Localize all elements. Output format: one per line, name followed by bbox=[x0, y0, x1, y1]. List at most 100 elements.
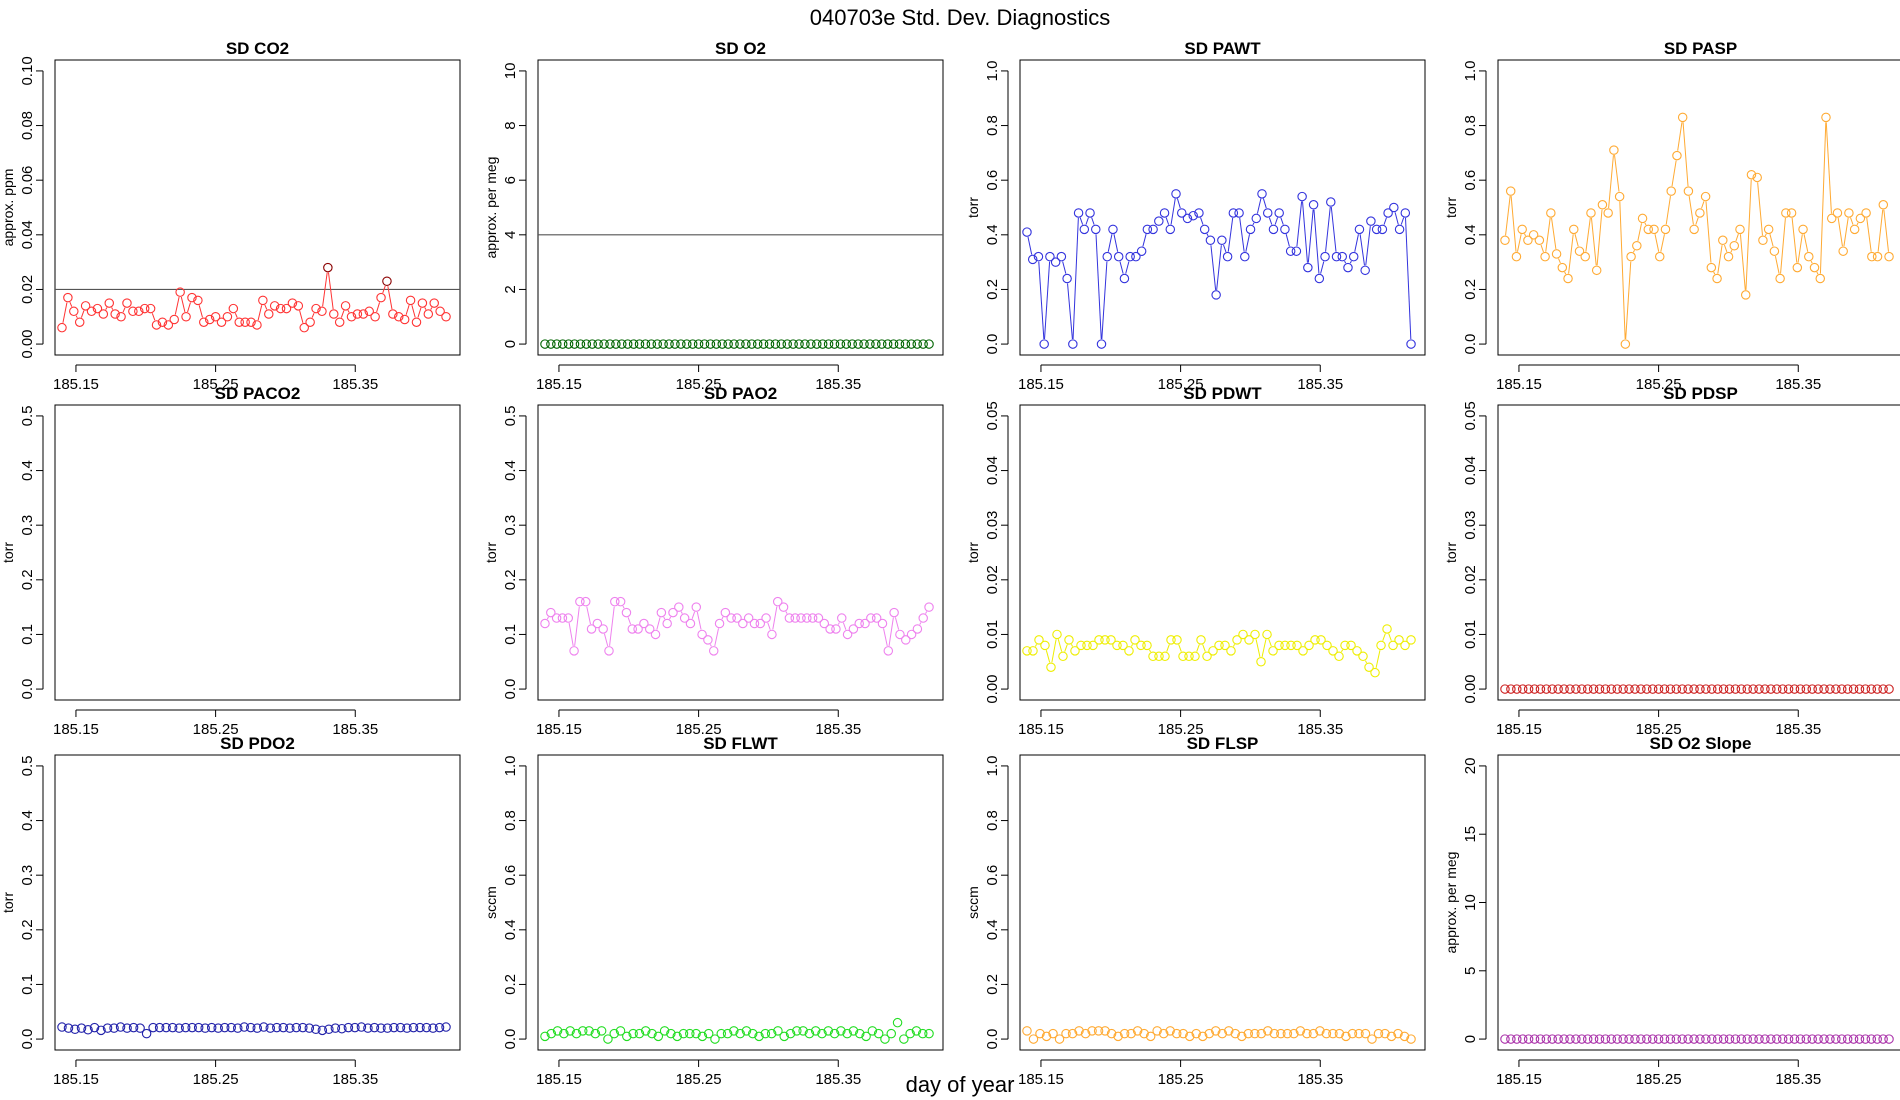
data-point bbox=[1328, 646, 1338, 656]
data-point bbox=[395, 1022, 406, 1033]
data-point bbox=[831, 624, 841, 634]
data-point bbox=[423, 309, 434, 319]
series-segment bbox=[1252, 222, 1255, 226]
data-point bbox=[1529, 684, 1540, 694]
x-tick-label: 185.35 bbox=[1297, 721, 1343, 738]
data-point bbox=[1308, 200, 1319, 210]
data-point bbox=[1807, 684, 1817, 694]
y-tick-label: 0.02 bbox=[984, 565, 1001, 594]
y-axis-label: approx. per meg bbox=[483, 157, 499, 259]
data-point bbox=[766, 1028, 777, 1039]
data-point bbox=[1269, 1028, 1280, 1039]
data-point bbox=[1565, 684, 1575, 694]
data-point bbox=[1798, 224, 1808, 235]
data-point bbox=[1237, 1031, 1247, 1042]
data-point bbox=[122, 1023, 132, 1033]
data-point bbox=[1182, 213, 1193, 224]
series-segment bbox=[1085, 217, 1089, 225]
data-point bbox=[640, 1026, 651, 1036]
data-point bbox=[1394, 635, 1404, 645]
data-point bbox=[754, 1031, 764, 1042]
series-segment bbox=[1856, 222, 1859, 226]
series-segment bbox=[772, 606, 778, 630]
data-point bbox=[1695, 1034, 1705, 1044]
series-segment bbox=[387, 286, 393, 310]
series-segment bbox=[257, 305, 263, 321]
data-point bbox=[199, 317, 209, 327]
series-segment bbox=[1810, 260, 1813, 264]
series-segment bbox=[1682, 122, 1689, 187]
data-point bbox=[1606, 684, 1617, 694]
data-point bbox=[1082, 640, 1092, 651]
data-point bbox=[1742, 1034, 1752, 1044]
data-point bbox=[1100, 1026, 1110, 1036]
data-point bbox=[1559, 1034, 1569, 1044]
data-point bbox=[1366, 216, 1376, 226]
data-point bbox=[76, 1023, 87, 1033]
data-point bbox=[1541, 1034, 1552, 1044]
data-point bbox=[569, 339, 580, 349]
data-point bbox=[752, 339, 763, 349]
data-point bbox=[1295, 1026, 1306, 1036]
x-tick-label: 185.15 bbox=[536, 721, 582, 738]
data-point bbox=[912, 339, 922, 349]
series-segment bbox=[1223, 244, 1227, 253]
data-point bbox=[1819, 684, 1829, 694]
data-point bbox=[1188, 210, 1198, 221]
series-segment bbox=[1027, 236, 1033, 255]
data-point bbox=[1718, 1034, 1729, 1044]
series-segment bbox=[1713, 271, 1716, 275]
data-point bbox=[788, 339, 798, 349]
data-point bbox=[1649, 224, 1659, 235]
series-segment bbox=[609, 606, 615, 646]
data-point bbox=[1517, 684, 1528, 694]
series-segment bbox=[1070, 644, 1074, 647]
data-point bbox=[1139, 1028, 1149, 1039]
data-point bbox=[1500, 1034, 1510, 1044]
panel-sd-o2: SD O2 0 2 4 6 8 10 approx. per meg 185.15 185.25 1… bbox=[483, 39, 944, 393]
data-point bbox=[311, 1024, 321, 1034]
data-point bbox=[1563, 273, 1573, 284]
data-point bbox=[1280, 224, 1290, 235]
data-point bbox=[598, 624, 608, 634]
data-point bbox=[1354, 224, 1365, 235]
data-point bbox=[1618, 1034, 1628, 1044]
data-point bbox=[1815, 273, 1825, 284]
data-point bbox=[1541, 684, 1552, 694]
data-point bbox=[1165, 1026, 1175, 1036]
series-segment bbox=[714, 628, 719, 647]
data-point bbox=[1058, 651, 1068, 662]
x-tick-label: 185.25 bbox=[1636, 376, 1682, 393]
series-segment bbox=[1590, 217, 1597, 266]
data-point bbox=[1821, 112, 1831, 123]
data-point bbox=[1511, 251, 1522, 262]
data-point bbox=[817, 1028, 827, 1039]
data-point bbox=[1866, 1034, 1877, 1044]
series-segment bbox=[1130, 644, 1134, 647]
data-point bbox=[1352, 646, 1362, 656]
data-point bbox=[918, 613, 928, 623]
data-point bbox=[1214, 640, 1224, 651]
data-point bbox=[1792, 262, 1803, 273]
data-point bbox=[1630, 1034, 1640, 1044]
data-point bbox=[860, 618, 870, 629]
data-point bbox=[1614, 191, 1625, 202]
y-tick-label: 0.03 bbox=[984, 511, 1001, 540]
data-point bbox=[1683, 1034, 1693, 1044]
data-point bbox=[281, 303, 292, 314]
x-tick-label: 185.15 bbox=[53, 1071, 99, 1088]
data-point bbox=[1837, 1034, 1847, 1044]
series-segment bbox=[1051, 639, 1057, 663]
data-point bbox=[1517, 224, 1527, 235]
y-tick-label: 0.2 bbox=[19, 569, 36, 590]
plot-frame bbox=[54, 404, 461, 701]
y-tick-label: 1.0 bbox=[502, 755, 519, 776]
data-point bbox=[886, 1028, 897, 1039]
plot-frame bbox=[1019, 404, 1426, 701]
y-axis-label: torr bbox=[965, 197, 981, 218]
y-tick-label: 0.1 bbox=[19, 624, 36, 645]
y-tick-label: 6 bbox=[502, 176, 519, 184]
data-point bbox=[1304, 640, 1314, 651]
series-segment bbox=[1405, 217, 1412, 340]
series-segment bbox=[1644, 222, 1647, 226]
